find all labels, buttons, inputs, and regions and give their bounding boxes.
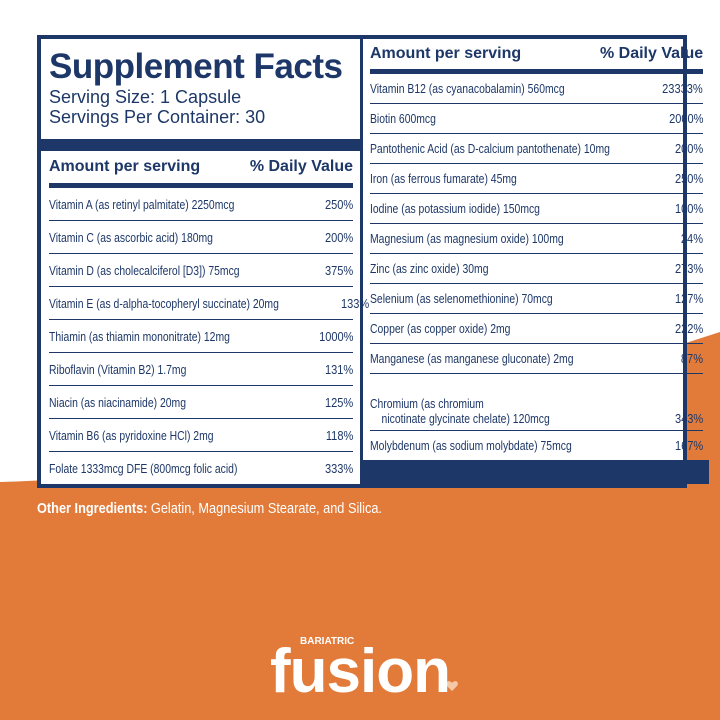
nutrient-name: Vitamin C (as ascorbic acid) 180mg	[49, 229, 213, 245]
nutrient-name: Chromium (as chromium nicotinate glycina…	[370, 396, 550, 427]
daily-value: 23333%	[662, 80, 704, 96]
daily-value: 2000%	[668, 110, 704, 126]
daily-value: 127%	[674, 290, 704, 306]
daily-value: 100%	[674, 200, 704, 216]
other-ingredients-label: Other Ingredients:	[37, 500, 148, 517]
daily-value: 343%	[674, 411, 704, 427]
daily-value: 200%	[324, 229, 353, 245]
title: Supplement Facts	[49, 47, 343, 86]
daily-value: 133%	[341, 295, 370, 311]
nutrient-name: Vitamin E (as d-alpha-tocopheryl succina…	[49, 295, 279, 311]
nutrient-row: Selenium (as selenomethionine) 70mcg 127%	[370, 284, 704, 314]
daily-value: 24%	[681, 230, 704, 246]
nutrient-row: Magnesium (as magnesium oxide) 100mg 24%	[370, 224, 704, 254]
nutrient-row: Thiamin (as thiamin mononitrate) 12mg 100…	[49, 320, 353, 353]
servings-per-container: Servings Per Container: 30	[49, 107, 266, 127]
nutrient-name: Vitamin B12 (as cyanacobalamin) 560mcg	[370, 80, 565, 96]
nutrient-name: Folate 1333mcg DFE (800mcg folic acid)	[49, 460, 238, 476]
nutrient-row: Pantothenic Acid (as D-calcium pantothen…	[370, 134, 704, 164]
daily-value: 375%	[324, 262, 353, 278]
dv-header: % Daily Value	[599, 45, 704, 62]
left-column: Supplement Facts Serving Size: 1 Capsule…	[41, 39, 370, 484]
nutrient-name: Copper (as copper oxide) 2mg	[370, 320, 511, 336]
divider-bar	[41, 139, 360, 151]
daily-value: 125%	[324, 394, 353, 410]
nutrient-name: Vitamin B6 (as pyridoxine HCl) 2mg	[49, 427, 214, 443]
facts-panel: Supplement Facts Serving Size: 1 Capsule…	[37, 35, 710, 488]
nutrient-row: Biotin 600mcg 2000%	[370, 104, 704, 134]
other-ingredients-text: Gelatin, Magnesium Stearate, and Silica.	[150, 500, 382, 517]
column-header: Amount per serving % Daily Value	[49, 151, 353, 188]
nutrient-row: Vitamin C (as ascorbic acid) 180mg 200%	[49, 221, 353, 254]
nutrient-row: Chromium (as chromium nicotinate glycina…	[370, 374, 704, 432]
nutrient-name: Molybdenum (as sodium molybdate) 75mcg	[370, 438, 572, 453]
nutrient-name: Pantothenic Acid (as D-calcium pantothen…	[370, 140, 610, 156]
daily-value: 118%	[325, 427, 353, 443]
amount-header: Amount per serving	[370, 45, 522, 62]
nutrient-row: Manganese (as manganese gluconate) 2mg 87…	[370, 344, 704, 374]
nutrient-row: Vitamin B12 (as cyanacobalamin) 560mcg 23…	[370, 74, 704, 104]
divider-bar	[363, 460, 710, 484]
brand-name: fusion	[270, 637, 451, 706]
nutrient-row: Riboflavin (Vitamin B2) 1.7mg 131%	[49, 353, 353, 386]
column-header: Amount per serving % Daily Value	[370, 39, 704, 74]
rows: Vitamin B12 (as cyanacobalamin) 560mcg 23…	[370, 74, 704, 460]
nutrient-row: Vitamin D (as cholecalciferol [D3]) 75mc…	[49, 254, 353, 287]
daily-value: 333%	[324, 460, 353, 476]
daily-value: 87%	[681, 350, 704, 366]
daily-value: 131%	[324, 361, 353, 377]
dv-header: % Daily Value	[249, 158, 353, 175]
heart-icon	[446, 681, 458, 691]
daily-value: 167%	[674, 438, 704, 453]
nutrient-row: Niacin (as niacinamide) 20mg 125%	[49, 386, 353, 419]
nutrient-name: Iron (as ferrous fumarate) 45mg	[370, 170, 517, 186]
other-ingredients: Other Ingredients: Gelatin, Magnesium Ste…	[37, 500, 382, 517]
nutrient-row: Vitamin B6 (as pyridoxine HCl) 2mg 118%	[49, 419, 353, 452]
nutrient-row: Iodine (as potassium iodide) 150mcg 100%	[370, 194, 704, 224]
nutrient-name: Zinc (as zinc oxide) 30mg	[370, 260, 489, 276]
daily-value: 222%	[674, 320, 704, 336]
daily-value: 1000%	[318, 328, 353, 344]
daily-value: 200%	[674, 140, 704, 156]
right-column: Amount per serving % Daily Value Vitamin …	[363, 39, 710, 484]
nutrient-row: Vitamin E (as d-alpha-tocopheryl succina…	[49, 287, 370, 320]
nutrient-row: Copper (as copper oxide) 2mg 222%	[370, 314, 704, 344]
rows: Vitamin A (as retinyl palmitate) 2250mcg…	[49, 188, 370, 484]
daily-value: 250%	[674, 170, 704, 186]
daily-value: 250%	[324, 196, 353, 212]
nutrient-name: Biotin 600mcg	[370, 110, 436, 126]
nutrient-row: Molybdenum (as sodium molybdate) 75mcg 16…	[370, 431, 703, 460]
amount-header: Amount per serving	[49, 158, 201, 175]
nutrient-name: Manganese (as manganese gluconate) 2mg	[370, 350, 574, 366]
nutrient-name: Iodine (as potassium iodide) 150mcg	[370, 200, 540, 216]
brand-small: BARIATRIC	[300, 636, 355, 647]
nutrient-name: Vitamin D (as cholecalciferol [D3]) 75mc…	[49, 262, 240, 278]
nutrient-name: Magnesium (as magnesium oxide) 100mg	[370, 230, 564, 246]
daily-value: 273%	[674, 260, 704, 276]
nutrient-name: Riboflavin (Vitamin B2) 1.7mg	[49, 361, 187, 377]
serving-size: Serving Size: 1 Capsule	[49, 87, 242, 107]
nutrient-row: Iron (as ferrous fumarate) 45mg 250%	[370, 164, 704, 194]
nutrient-row: Folate 1333mcg DFE (800mcg folic acid) 33…	[49, 452, 353, 484]
nutrient-name: Selenium (as selenomethionine) 70mcg	[370, 290, 553, 306]
nutrient-name: Thiamin (as thiamin mononitrate) 12mg	[49, 328, 230, 344]
nutrient-row: Zinc (as zinc oxide) 30mg 273%	[370, 254, 704, 284]
nutrient-name: Niacin (as niacinamide) 20mg	[49, 394, 186, 410]
nutrient-row: Vitamin A (as retinyl palmitate) 2250mcg…	[49, 188, 353, 221]
nutrient-name: Vitamin A (as retinyl palmitate) 2250mcg	[49, 196, 235, 212]
